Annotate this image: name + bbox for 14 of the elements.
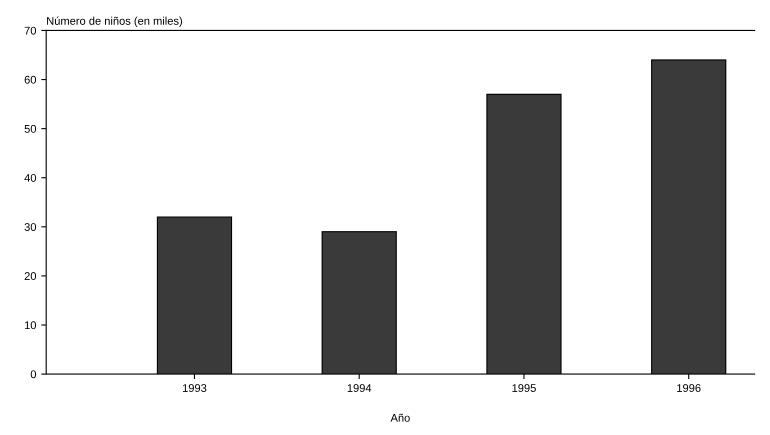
y-axis-title: Número de niños (en miles) — [47, 16, 182, 28]
y-tick-label: 20 — [24, 272, 36, 280]
y-tick-label: 30 — [24, 223, 36, 231]
y-tick-label: 10 — [24, 321, 36, 330]
x-axis-title: Año — [390, 414, 410, 422]
x-tick-label: 1996 — [677, 384, 701, 392]
y-tick-label: 40 — [24, 174, 36, 182]
x-tick-label: 1995 — [512, 384, 536, 392]
y-tick-label: 50 — [24, 124, 36, 133]
x-tick-label: 1993 — [182, 384, 206, 392]
x-tick-label: 1994 — [348, 384, 372, 392]
y-tick-label: 70 — [24, 26, 36, 35]
y-tick-label: 60 — [24, 76, 36, 84]
y-tick-label: 0 — [30, 370, 36, 378]
